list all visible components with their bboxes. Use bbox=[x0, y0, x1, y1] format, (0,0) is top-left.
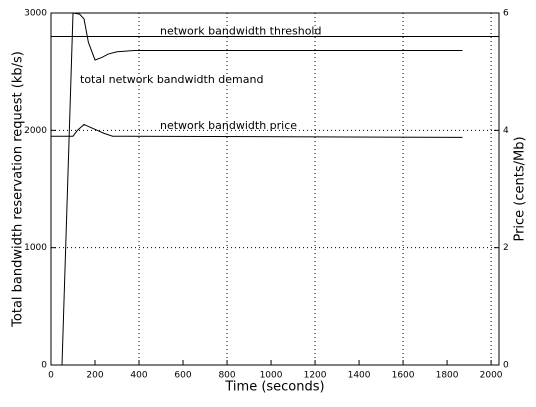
series-label: network bandwidth price bbox=[160, 119, 297, 132]
series-line bbox=[51, 123, 463, 138]
x-tick-label: 800 bbox=[218, 371, 235, 381]
y2-tick-label: 4 bbox=[503, 126, 509, 136]
x-tick-label: 200 bbox=[86, 371, 103, 381]
y2-tick-label: 0 bbox=[503, 361, 509, 371]
x-tick-label: 1200 bbox=[304, 371, 327, 381]
threshold-label: network bandwidth threshold bbox=[160, 24, 321, 37]
y-tick-label: 0 bbox=[41, 361, 47, 371]
plot-frame bbox=[50, 12, 500, 366]
x-tick-label: 400 bbox=[130, 371, 147, 381]
x-tick-label: 600 bbox=[174, 371, 191, 381]
y-tick-label: 1000 bbox=[24, 243, 47, 253]
x-tick-label: 1600 bbox=[392, 371, 415, 381]
series-label: total network bandwidth demand bbox=[80, 73, 263, 86]
y2-tick-label: 2 bbox=[503, 243, 509, 253]
x-tick-label: 1000 bbox=[260, 371, 283, 381]
y-axis-label: Total bandwidth reservation request (kb/… bbox=[11, 51, 26, 328]
x-tick-label: 2000 bbox=[480, 371, 503, 381]
x-tick-label: 1400 bbox=[348, 371, 371, 381]
x-tick-label: 1800 bbox=[436, 371, 459, 381]
x-axis-label: Time (seconds) bbox=[224, 380, 324, 395]
y2-axis-label: Price (cents/Mb) bbox=[513, 136, 528, 241]
series-line bbox=[61, 12, 463, 366]
y-tick-label: 3000 bbox=[24, 9, 47, 19]
x-tick-label: 0 bbox=[48, 371, 54, 381]
y2-tick-label: 6 bbox=[503, 9, 509, 19]
y-tick-label: 2000 bbox=[24, 126, 47, 136]
